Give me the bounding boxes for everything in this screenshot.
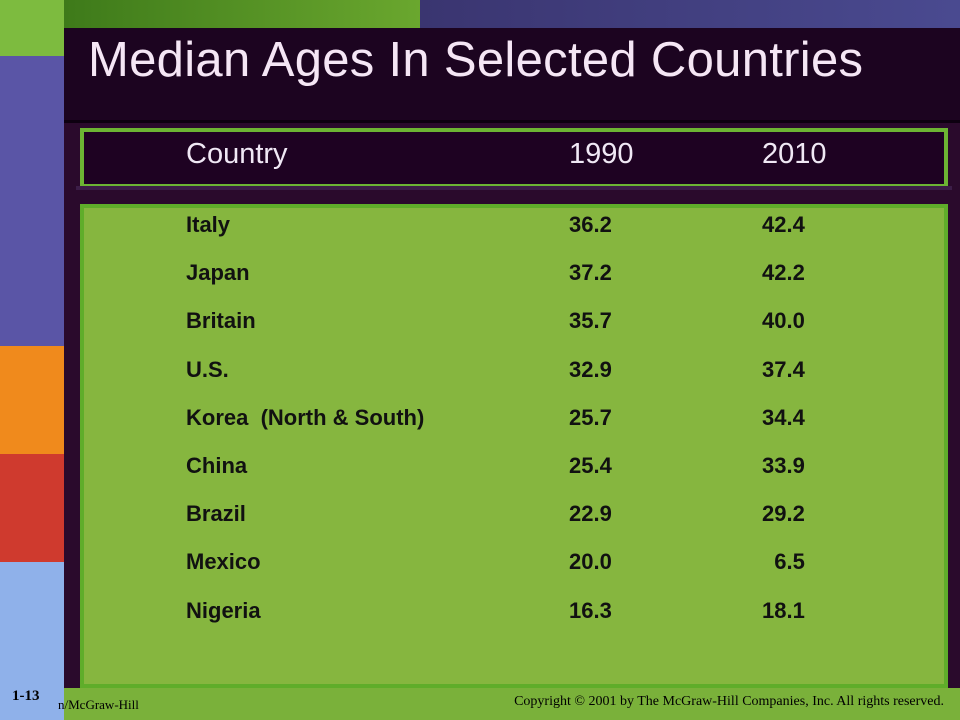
title-band xyxy=(64,28,960,120)
cell-1990: 16.3 xyxy=(569,597,612,623)
header-2010: 2010 xyxy=(762,138,827,170)
cell-1990: 35.7 xyxy=(569,308,612,334)
top-strip-purple xyxy=(420,0,960,28)
cell-1990: 20.0 xyxy=(569,549,612,575)
left-bar-violet-block xyxy=(0,56,64,346)
cell-1990: 32.9 xyxy=(569,356,612,382)
footer-band xyxy=(64,688,960,720)
table-row: Nigeria 16.3 18.1 xyxy=(0,598,960,628)
cell-country: China xyxy=(186,453,248,478)
table-row: China 25.4 33.9 xyxy=(0,453,960,483)
cell-2010: 33.9 xyxy=(762,453,805,478)
cell-1990: 36.2 xyxy=(569,212,612,237)
cell-country: Korea (North & South) xyxy=(186,404,425,430)
cell-2010: 18.1 xyxy=(762,597,805,623)
table-row: Brazil 22.9 29.2 xyxy=(0,501,960,531)
cell-country: Nigeria xyxy=(186,597,261,623)
table-row: Korea (North & South) 25.7 34.4 xyxy=(0,405,960,435)
header-shadow xyxy=(76,186,952,190)
left-bar-green-block xyxy=(0,0,64,56)
cell-1990: 25.4 xyxy=(569,453,612,478)
cell-1990: 37.2 xyxy=(569,260,612,286)
table-row: Italy 36.2 42.4 xyxy=(0,212,960,242)
cell-2010: 42.2 xyxy=(762,260,805,286)
cell-2010: 37.4 xyxy=(762,356,805,382)
left-bar-red-block xyxy=(0,454,64,562)
copyright-text: Copyright © 2001 by The McGraw-Hill Comp… xyxy=(514,694,944,709)
cell-country: Japan xyxy=(186,260,250,286)
title-divider xyxy=(64,120,960,123)
slide-title: Median Ages In Selected Countries xyxy=(88,33,864,87)
table-row: Mexico 20.0 6.5 xyxy=(0,549,960,579)
table-row: Britain 35.7 40.0 xyxy=(0,308,960,338)
cell-country: Britain xyxy=(186,308,256,334)
cell-2010: 29.2 xyxy=(762,501,805,527)
left-color-bar xyxy=(0,0,64,720)
table-body-box xyxy=(80,204,948,688)
top-strip-green xyxy=(64,0,420,28)
cell-1990: 22.9 xyxy=(569,501,612,527)
cell-2010: 34.4 xyxy=(762,404,805,430)
cell-country: Brazil xyxy=(186,501,246,527)
slide-number: 1-13 xyxy=(12,688,40,704)
cell-1990: 25.7 xyxy=(569,404,612,430)
header-country: Country xyxy=(186,138,288,170)
table-row: U.S. 32.9 37.4 xyxy=(0,357,960,387)
cell-country: U.S. xyxy=(186,356,229,382)
header-1990: 1990 xyxy=(569,138,634,170)
cell-country: Mexico xyxy=(186,549,261,575)
table-row: Japan 37.2 42.2 xyxy=(0,260,960,290)
publisher-text: n/McGraw-Hill xyxy=(58,697,139,712)
cell-2010: 6.5 xyxy=(762,549,805,575)
cell-2010: 40.0 xyxy=(762,308,805,334)
left-bar-blue-block xyxy=(0,562,64,720)
cell-country: Italy xyxy=(186,212,231,237)
cell-2010: 42.4 xyxy=(762,212,805,237)
left-bar-orange-block xyxy=(0,346,64,454)
